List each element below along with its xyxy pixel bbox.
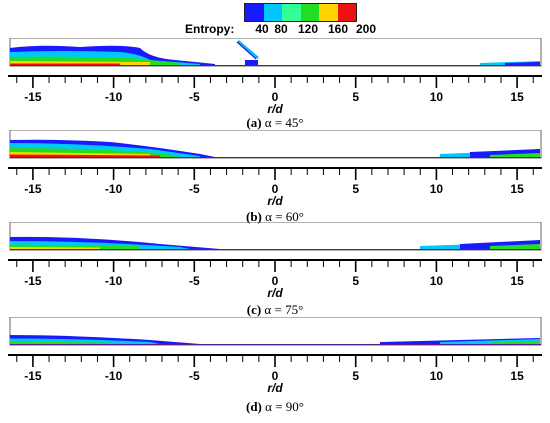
caption-text: α = 60° [261,209,304,224]
colorbar-tick-label: 40 [255,22,269,36]
x-tick-label: 10 [430,182,444,196]
colorbar-tick-label: 80 [274,22,288,36]
panel-caption: (b) α = 60° [0,209,550,225]
x-tick-label: -15 [24,90,42,104]
contour-band [245,60,258,65]
colorbar-swatch [263,4,282,21]
x-tick-label: 15 [510,90,524,104]
x-axis-label: r/d [267,194,283,206]
x-axis-label: r/d [267,286,283,298]
jet-nozzle-edge [236,41,257,60]
x-tick-label: -10 [105,182,123,196]
contour-band [490,244,540,249]
x-tick-label: 15 [510,274,524,288]
colorbar-swatch [282,4,301,21]
caption-text: α = 75° [261,302,304,317]
x-tick-label: 0 [272,90,279,104]
colorbar-tick-label: 200 [355,22,377,36]
panel-c: -15 -10 -5 0 5 10 15 r/d [0,222,550,298]
panel-b: -15 -10 -5 0 5 10 15 r/d [0,130,550,206]
panel-plot: -15 -10 -5 0 5 10 15 r/d [8,38,542,114]
caption-tag: (c) [246,302,262,317]
x-axis-label: r/d [267,381,283,393]
caption-tag: (b) [246,209,262,224]
x-tick-label: -10 [105,369,123,383]
x-tick-label: -15 [24,182,42,196]
x-tick-label: 5 [352,274,359,288]
colorbar-title: Entropy: [185,22,235,36]
x-tick-label: -5 [189,274,200,288]
contour-band [10,63,120,65]
x-tick-label: 0 [272,369,279,383]
x-tick-label: -15 [24,274,42,288]
x-tick-label: 10 [430,369,444,383]
panel-plot: -15 -10 -5 0 5 10 15 r/d [8,222,542,298]
x-tick-label: -15 [24,369,42,383]
x-axis-label: r/d [267,102,283,114]
panel-caption: (a) α = 45° [0,115,550,131]
x-tick-label: -5 [189,182,200,196]
caption-text: α = 90° [261,399,304,414]
contour-band [490,153,540,157]
panel-caption: (d) α = 90° [0,399,550,415]
panel-plot: -15 -10 -5 0 5 10 15 r/d [8,130,542,206]
colorbar-tick-label: 120 [297,22,319,36]
x-tick-label: -10 [105,90,123,104]
contour-band [10,341,110,344]
colorbar-swatch [245,4,264,21]
panel-plot: -15 -10 -5 0 5 10 15 r/d [8,317,542,393]
colorbar-tick-label: 160 [327,22,349,36]
colorbar-swatch [337,4,356,21]
colorbar [244,3,357,22]
jet-nozzle [237,40,259,59]
caption-tag: (d) [246,399,262,414]
x-tick-label: -10 [105,274,123,288]
x-tick-label: 5 [352,182,359,196]
x-tick-label: 0 [272,182,279,196]
colorbar-swatch [300,4,319,21]
x-tick-label: -5 [189,369,200,383]
colorbar-legend: Entropy: 40 80 120 160 200 [0,0,550,40]
contour-band [10,154,160,157]
contour-band [10,247,100,249]
x-tick-label: 0 [272,274,279,288]
x-tick-label: 5 [352,369,359,383]
contour-band [490,341,540,344]
panel-caption: (c) α = 75° [0,302,550,318]
panel-d: -15 -10 -5 0 5 10 15 r/d [0,317,550,393]
caption-tag: (a) [246,115,262,130]
x-tick-label: -5 [189,90,200,104]
contour-band [505,62,540,65]
x-tick-label: 15 [510,369,524,383]
caption-text: α = 45° [261,115,304,130]
x-tick-label: 10 [430,90,444,104]
x-tick-label: 10 [430,274,444,288]
colorbar-swatch [319,4,338,21]
x-tick-label: 5 [352,90,359,104]
panel-a: -15 -10 -5 0 5 10 15 r/d [0,38,550,114]
x-tick-label: 15 [510,182,524,196]
